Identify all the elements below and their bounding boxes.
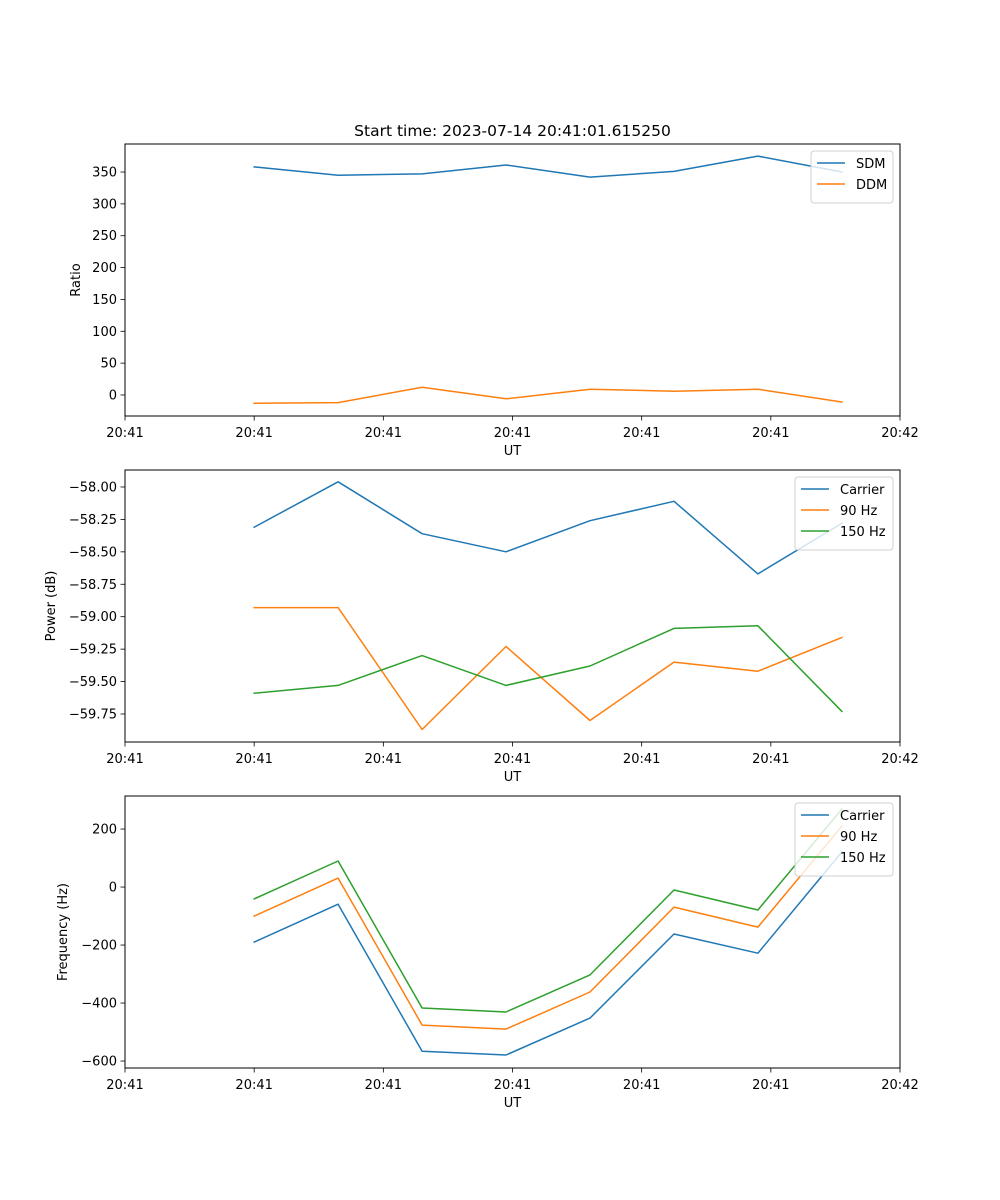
- frequency-subplot: 20:41 20:41 20:41 20:41 20:41 20:41 20:42 −600 −…: [56, 795, 919, 1111]
- axes-frame: [124, 469, 901, 743]
- x-tick-label: 20:41: [365, 1078, 402, 1093]
- x-tick-label: 20:41: [623, 752, 660, 767]
- series-line-90-hz: [253, 606, 843, 731]
- y-tick-label: 350: [92, 166, 117, 181]
- y-tick-label: −200: [81, 939, 117, 954]
- y-tick-label: −600: [81, 1055, 117, 1070]
- series-line-90-hz: [253, 825, 843, 1030]
- y-tick-label: 250: [92, 229, 117, 244]
- x-tick-label: 20:41: [752, 426, 789, 441]
- legend-label: 90 Hz: [840, 830, 877, 845]
- series-line-carrier: [253, 850, 843, 1056]
- x-tick-label: 20:41: [106, 426, 143, 441]
- series-line-150-hz: [253, 807, 843, 1013]
- y-tick-label: −59.25: [69, 643, 117, 658]
- legend-label: DDM: [856, 178, 887, 193]
- y-tick-label: 150: [92, 293, 117, 308]
- x-tick-label: 20:41: [235, 426, 272, 441]
- x-axis-label: UT: [504, 444, 522, 459]
- legend-label: Carrier: [840, 809, 885, 824]
- series-line-carrier: [253, 481, 843, 575]
- x-tick-label: 20:41: [752, 1078, 789, 1093]
- power-subplot: 20:41 20:41 20:41 20:41 20:41 20:41 20:42 −59.7…: [44, 469, 919, 785]
- axes-frame: [124, 143, 901, 417]
- x-tick-label: 20:41: [235, 752, 272, 767]
- series-line-150-hz: [253, 625, 843, 713]
- y-tick-label: 50: [100, 357, 117, 372]
- legend-label: Carrier: [840, 483, 885, 498]
- legend: Carrier 90 Hz 150 Hz: [794, 476, 894, 551]
- x-tick-label: 20:41: [106, 752, 143, 767]
- x-tick-label: 20:41: [623, 426, 660, 441]
- y-tick-label: 200: [92, 823, 117, 838]
- legend-label: 150 Hz: [840, 525, 886, 540]
- y-tick-label: 0: [109, 388, 117, 403]
- y-axis-label: Power (dB): [44, 571, 59, 642]
- x-tick-label: 20:41: [365, 752, 402, 767]
- x-tick-label: 20:42: [881, 426, 918, 441]
- y-tick-label: −58.25: [69, 513, 117, 528]
- y-tick-label: −59.50: [69, 675, 117, 690]
- y-tick-label: 300: [92, 197, 117, 212]
- y-tick-label: −59.00: [69, 610, 117, 625]
- series-line-ddm: [253, 386, 843, 405]
- y-axis-label: Ratio: [69, 263, 84, 296]
- x-tick-label: 20:41: [235, 1078, 272, 1093]
- y-tick-label: −58.75: [69, 578, 117, 593]
- x-tick-label: 20:41: [494, 1078, 531, 1093]
- legend-label: SDM: [856, 157, 885, 172]
- y-axis-label: Frequency (Hz): [56, 883, 71, 981]
- x-axis-label: UT: [504, 1096, 522, 1111]
- x-tick-label: 20:41: [494, 752, 531, 767]
- x-tick-label: 20:41: [106, 1078, 143, 1093]
- legend-box: [810, 150, 894, 204]
- legend-label: 150 Hz: [840, 851, 886, 866]
- x-tick-label: 20:41: [752, 752, 789, 767]
- legend: SDM DDM: [810, 150, 894, 204]
- series-line-sdm: [253, 155, 843, 178]
- x-axis-label: UT: [504, 770, 522, 785]
- y-tick-label: 200: [92, 261, 117, 276]
- legend: Carrier 90 Hz 150 Hz: [794, 802, 894, 877]
- y-tick-label: −59.75: [69, 707, 117, 722]
- y-tick-label: −58.00: [69, 480, 117, 495]
- legend-label: 90 Hz: [840, 504, 877, 519]
- ratio-subplot: 20:41 20:41 20:41 20:41 20:41 20:41 20:42 0 50 10…: [69, 143, 919, 459]
- y-tick-label: 100: [92, 325, 117, 340]
- chart-title: Start time: 2023-07-14 20:41:01.615250: [354, 122, 671, 140]
- x-tick-label: 20:41: [365, 426, 402, 441]
- x-tick-label: 20:42: [881, 752, 918, 767]
- x-tick-label: 20:42: [881, 1078, 918, 1093]
- axes-frame: [124, 795, 901, 1069]
- y-tick-label: −400: [81, 997, 117, 1012]
- y-tick-label: 0: [109, 881, 117, 896]
- x-tick-label: 20:41: [494, 426, 531, 441]
- y-tick-label: −58.50: [69, 545, 117, 560]
- x-tick-label: 20:41: [623, 1078, 660, 1093]
